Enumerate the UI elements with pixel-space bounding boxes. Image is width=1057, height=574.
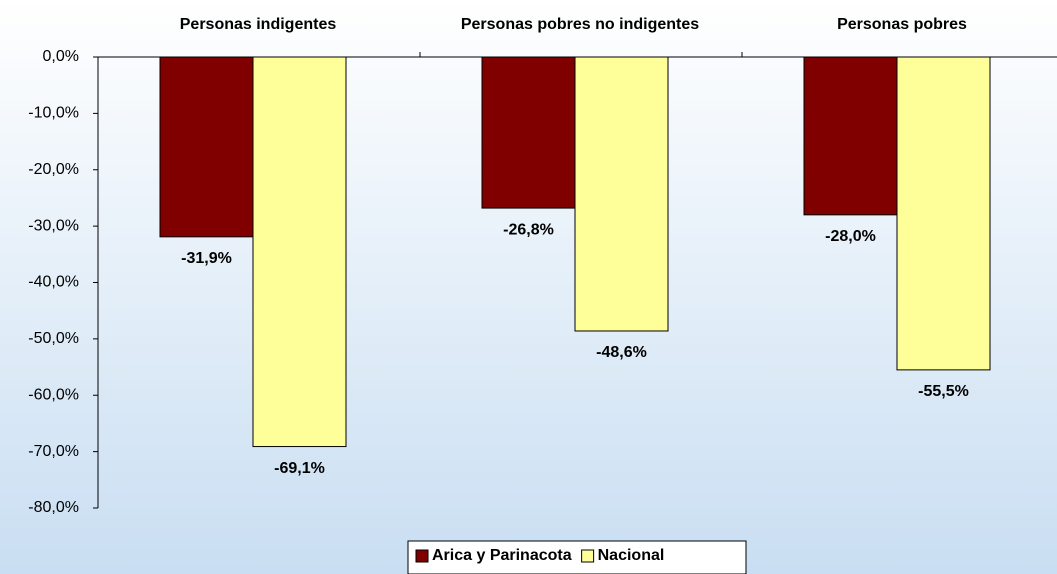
legend-label: Arica y Parinacota: [432, 547, 572, 564]
value-label: -28,0%: [825, 228, 876, 245]
legend-label: Nacional: [598, 547, 665, 564]
bar: [896, 56, 991, 371]
value-label: -31,9%: [181, 250, 232, 267]
y-tick-label: -20,0%: [28, 161, 79, 178]
legend-swatch: [415, 549, 429, 563]
category-label: Personas indigentes: [180, 16, 337, 33]
value-label: -26,8%: [503, 221, 554, 238]
legend-swatch: [581, 549, 595, 563]
value-label: -55,5%: [918, 383, 969, 400]
y-tick-label: -70,0%: [28, 443, 79, 460]
bar: [252, 56, 347, 448]
legend-box: [407, 540, 747, 574]
bar: [803, 56, 898, 216]
y-tick-label: -80,0%: [28, 499, 79, 516]
bar: [574, 56, 669, 332]
y-tick-label: -50,0%: [28, 330, 79, 347]
bar: [159, 56, 254, 238]
value-label: -69,1%: [274, 460, 325, 477]
value-label: -48,6%: [596, 344, 647, 361]
y-tick-label: 0,0%: [43, 48, 79, 65]
bar: [481, 56, 576, 209]
y-tick-label: -60,0%: [28, 386, 79, 403]
y-tick-label: -30,0%: [28, 217, 79, 234]
y-tick-label: -40,0%: [28, 274, 79, 291]
category-label: Personas pobres no indigentes: [461, 16, 699, 33]
y-tick-label: -10,0%: [28, 105, 79, 122]
category-label: Personas pobres: [837, 16, 967, 33]
